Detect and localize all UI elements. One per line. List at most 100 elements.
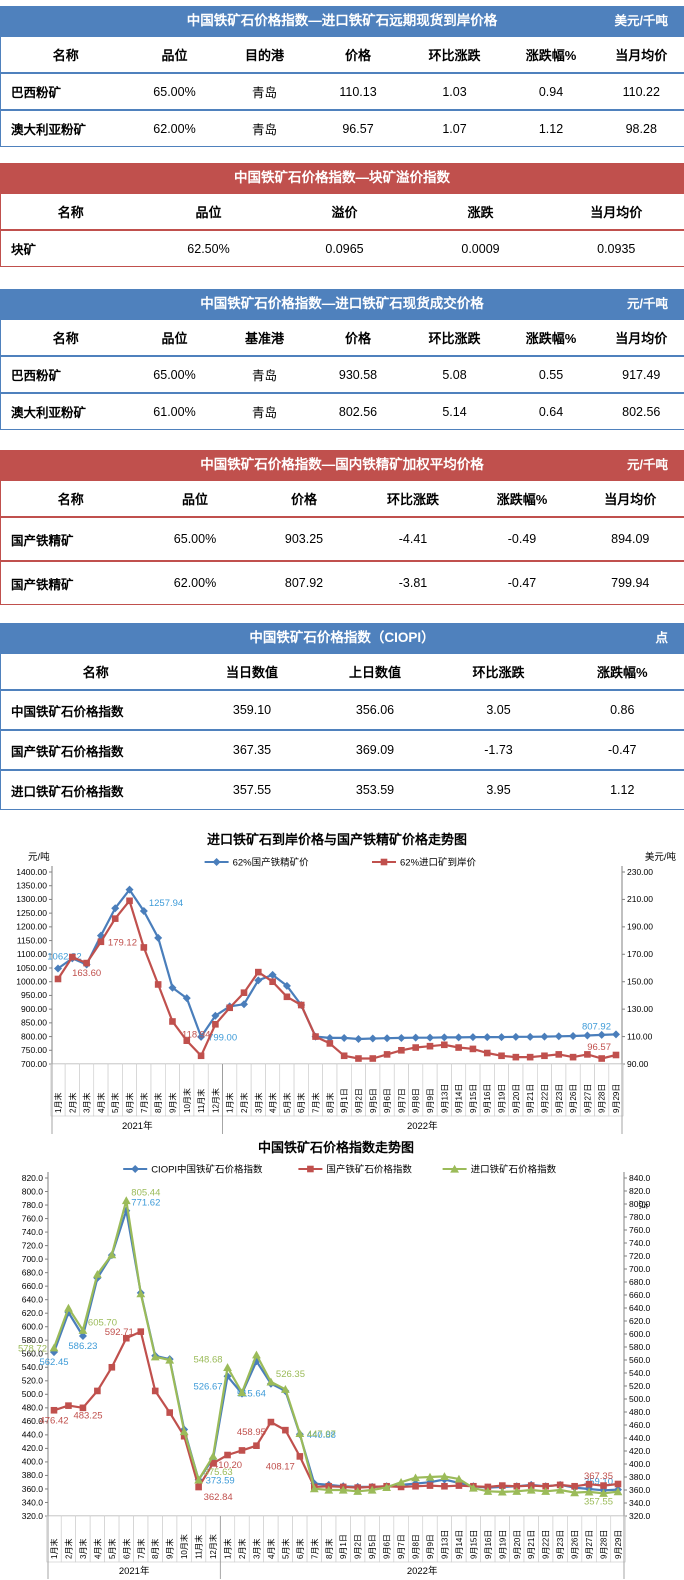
cell-value: 5.08 — [406, 356, 504, 393]
right-axis-tick-label: 90.00 — [627, 1059, 649, 1069]
x-axis-tick-label: 11月末 — [194, 1535, 204, 1559]
column-header: 环比涨跌 — [437, 654, 561, 691]
cell-value: 1.12 — [504, 110, 599, 147]
right-axis-tick-label: 210.00 — [627, 894, 653, 904]
cell-value: 1.03 — [406, 73, 504, 110]
x-axis-tick-label: 2月末 — [63, 1539, 73, 1559]
column-header: 上日数值 — [314, 654, 437, 691]
x-axis-tick-label: 8月末 — [324, 1539, 334, 1559]
cell-value: -1.73 — [437, 730, 561, 770]
square-marker-icon — [297, 1453, 304, 1460]
price-tables-section: 中国铁矿石价格指数—进口铁矿石远期现货到岸价格美元/千吨名称品位目的港价格环比涨… — [0, 6, 684, 810]
cell-value: 802.56 — [599, 393, 684, 430]
square-marker-icon — [470, 1046, 477, 1053]
data-point-label: 586.23 — [68, 1341, 97, 1352]
diamond-marker-icon — [440, 1033, 448, 1041]
left-axis-tick-label: 520.0 — [22, 1376, 44, 1386]
left-axis-tick-label: 1350.00 — [16, 881, 47, 891]
square-marker-icon — [112, 915, 119, 922]
x-axis-tick-label: 7月末 — [136, 1539, 146, 1559]
x-axis-tick-label: 5月末 — [110, 1093, 120, 1113]
data-point-label: 408.17 — [266, 1461, 295, 1472]
left-axis-tick-label: 660.0 — [22, 1281, 44, 1291]
square-marker-icon — [65, 1402, 72, 1409]
square-marker-icon — [484, 1050, 491, 1057]
cell-value: 青岛 — [219, 393, 311, 430]
chart-title: 进口铁矿石到岸价格与国产铁精矿价格走势图 — [207, 832, 467, 847]
square-marker-icon — [555, 1051, 562, 1058]
right-axis-tick-label: 420.0 — [629, 1446, 651, 1456]
x-axis-tick-label: 9月15日 — [469, 1530, 478, 1559]
diamond-marker-icon — [383, 1034, 391, 1042]
cell-value: 0.94 — [504, 73, 599, 110]
right-axis-tick-label: 340.0 — [629, 1498, 651, 1508]
year-group-label: 2021年 — [119, 1565, 150, 1577]
x-axis-tick-label: 9月8日 — [412, 1088, 421, 1113]
square-marker-icon — [341, 1052, 348, 1059]
cell-value: 0.0965 — [277, 230, 413, 267]
square-marker-icon — [55, 976, 62, 983]
cell-value: 62.00% — [141, 561, 250, 605]
cell-value: 0.0009 — [413, 230, 549, 267]
cell-value: 青岛 — [219, 110, 311, 147]
diamond-marker-icon — [512, 1033, 520, 1041]
table-header-row: 名称品位溢价涨跌当月均价 — [1, 194, 684, 231]
cell-value: 894.09 — [577, 517, 684, 561]
row-label: 巴西粉矿 — [1, 356, 131, 393]
x-axis-tick-label: 6月末 — [296, 1093, 306, 1113]
left-axis-tick-label: 600.0 — [22, 1322, 44, 1332]
diamond-marker-icon — [213, 858, 221, 866]
square-marker-icon — [355, 1055, 362, 1062]
cell-value: 110.22 — [599, 73, 684, 110]
column-header: 当月均价 — [599, 320, 684, 357]
column-header: 当月均价 — [599, 37, 684, 74]
x-axis-tick-label: 9月16日 — [484, 1530, 493, 1559]
left-axis-tick-label: 900.00 — [21, 1004, 47, 1014]
x-axis-tick-label: 2月末 — [67, 1093, 77, 1113]
diamond-marker-icon — [469, 1033, 477, 1041]
legend-label: 62%进口矿到岸价 — [400, 857, 477, 869]
diamond-marker-icon — [455, 1033, 463, 1041]
data-point-label: 357.55 — [584, 1497, 613, 1508]
cell-value: 369.09 — [314, 730, 437, 770]
diamond-marker-icon — [569, 1032, 577, 1040]
data-point-label: 179.12 — [108, 937, 137, 948]
diamond-marker-icon — [583, 1031, 591, 1039]
cell-value: 65.00% — [131, 73, 219, 110]
table-unit-label: 元/千吨 — [627, 289, 668, 319]
data-point-label: 562.45 — [39, 1357, 68, 1368]
table-title: 中国铁矿石价格指数—国内铁精矿加权平均价格 — [200, 457, 484, 472]
left-axis-tick-label: 420.0 — [22, 1443, 44, 1453]
year-group-label: 2022年 — [407, 1120, 438, 1132]
x-axis-tick-label: 3月末 — [253, 1093, 263, 1113]
square-marker-icon — [212, 1021, 219, 1028]
cell-value: 0.86 — [561, 690, 684, 730]
right-axis-tick-label: 560.0 — [629, 1355, 651, 1365]
square-marker-icon — [312, 1033, 319, 1040]
cell-value: 青岛 — [219, 73, 311, 110]
left-axis-tick-label: 750.00 — [21, 1045, 47, 1055]
legend-label: 62%国产铁精矿价 — [233, 857, 310, 869]
column-header: 环比涨跌 — [406, 320, 504, 357]
series-line — [58, 901, 616, 1059]
x-axis-tick-label: 8月末 — [150, 1539, 160, 1559]
square-marker-icon — [498, 1052, 505, 1059]
x-axis-tick-label: 9月14日 — [455, 1084, 464, 1113]
data-point-label: 805.44 — [131, 1187, 160, 1198]
x-axis-tick-label: 6月末 — [125, 1093, 135, 1113]
cell-value: 930.58 — [311, 356, 406, 393]
diamond-marker-icon — [369, 1034, 377, 1042]
table-unit-label: 元/千吨 — [627, 450, 668, 480]
cell-value: 0.0935 — [549, 230, 684, 267]
square-marker-icon — [195, 1484, 202, 1491]
data-point-label: 592.71 — [105, 1327, 134, 1338]
cell-value: 353.59 — [314, 770, 437, 810]
x-axis-tick-label: 12月末 — [210, 1088, 220, 1113]
square-marker-icon — [282, 1427, 289, 1434]
left-axis-tick-label: 740.0 — [22, 1227, 44, 1237]
